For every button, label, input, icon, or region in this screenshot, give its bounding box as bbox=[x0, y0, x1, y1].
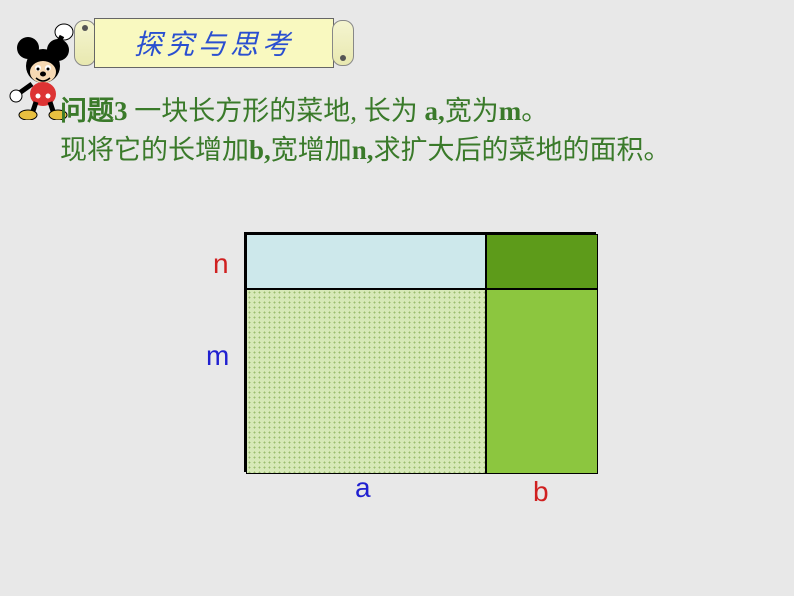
var-m: m bbox=[499, 96, 522, 126]
problem-text-1b: 宽为 bbox=[445, 96, 499, 126]
banner-body: 探究与思考 bbox=[94, 18, 334, 68]
problem-text-2c: 求扩大后的菜地的面积。 bbox=[374, 135, 671, 165]
problem-text-1c: 。 bbox=[521, 96, 548, 126]
label-a: a bbox=[355, 472, 371, 504]
rectangle-diagram bbox=[244, 232, 596, 472]
title-banner: 探究与思考 bbox=[84, 12, 344, 72]
banner-title: 探究与思考 bbox=[134, 23, 294, 63]
scroll-cap-right bbox=[332, 20, 354, 66]
problem-text-2a: 现将它的长增加 bbox=[60, 135, 249, 165]
region-bottom-right bbox=[486, 289, 598, 474]
problem-text-1a: 一块长方形的菜地, 长为 bbox=[128, 96, 425, 126]
label-m: m bbox=[206, 340, 229, 372]
problem-text-2b: 宽增加 bbox=[271, 135, 352, 165]
region-top-right bbox=[486, 234, 598, 289]
var-a: a, bbox=[425, 96, 445, 126]
problem-label: 问题3 bbox=[60, 96, 128, 126]
var-b: b, bbox=[249, 135, 271, 165]
scroll-cap-left bbox=[74, 20, 96, 66]
label-b: b bbox=[533, 476, 549, 508]
region-bottom-left bbox=[246, 289, 486, 474]
region-top-left bbox=[246, 234, 486, 289]
var-n: n, bbox=[352, 135, 374, 165]
problem-text: 问题3 一块长方形的菜地, 长为 a,宽为m。 现将它的长增加b,宽增加n,求扩… bbox=[60, 92, 734, 170]
label-n: n bbox=[213, 248, 229, 280]
